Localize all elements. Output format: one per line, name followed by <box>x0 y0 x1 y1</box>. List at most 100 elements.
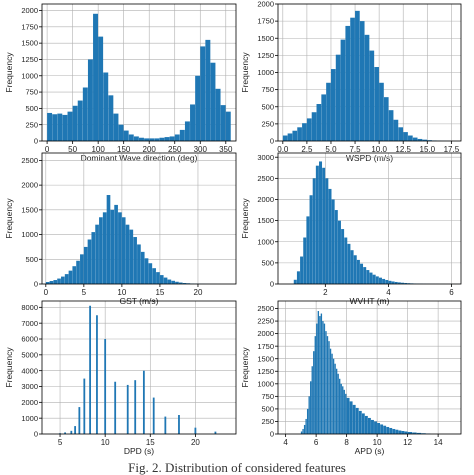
y-tick-label: 500 <box>261 102 274 111</box>
histogram-bar <box>386 426 390 434</box>
histogram-bar <box>358 410 362 434</box>
y-tick-label: 500 <box>25 255 38 264</box>
histogram-bar <box>164 137 170 141</box>
histogram-bar <box>152 397 155 434</box>
histogram-bar <box>364 34 370 141</box>
y-tick-label: 1750 <box>257 17 274 26</box>
histogram-bar <box>310 381 312 434</box>
histogram-bar <box>118 212 122 284</box>
x-tick-label: 4 <box>283 438 288 447</box>
histogram-bar <box>91 232 96 284</box>
histogram-bar <box>159 137 165 141</box>
histogram-bar <box>321 94 327 141</box>
histogram-bar <box>113 113 119 141</box>
histogram-bar <box>325 331 327 434</box>
bars <box>59 305 217 434</box>
y-tick-label: 1750 <box>257 342 274 351</box>
bars <box>47 13 231 141</box>
histogram-bar <box>103 72 109 141</box>
y-axis-label: Frequency <box>4 198 14 239</box>
x-axis-label: DPD (s) <box>124 446 154 456</box>
histogram-bar <box>62 114 68 141</box>
histogram-bar <box>210 62 216 141</box>
histogram-bar <box>340 39 346 141</box>
histogram-bar <box>303 237 307 284</box>
histogram-bar <box>306 216 310 284</box>
histogram-bar <box>164 416 167 434</box>
histogram-bar <box>305 418 307 434</box>
x-tick-label: 10 <box>117 288 126 297</box>
histogram-bar <box>61 276 65 284</box>
histogram-bar <box>76 260 80 284</box>
x-tick-label: 8 <box>344 438 349 447</box>
histogram-bar <box>72 105 78 141</box>
histogram-bar <box>337 373 339 434</box>
y-tick-label: 2000 <box>257 329 274 338</box>
histogram-bar <box>363 267 367 284</box>
histogram-bar <box>306 408 309 434</box>
histogram-bar <box>323 323 326 434</box>
histogram-bar <box>408 135 413 141</box>
histogram-bar <box>383 425 387 434</box>
histogram-bar <box>128 134 134 141</box>
y-tick-label: 3000 <box>21 382 38 391</box>
y-tick-label: 2500 <box>257 174 274 183</box>
histogram-bar <box>52 114 58 141</box>
y-tick-label: 2500 <box>257 304 274 313</box>
histogram-bar <box>328 188 332 284</box>
x-tick-label: 10 <box>101 438 110 447</box>
histogram-bar <box>296 271 300 284</box>
x-tick-label: 0 <box>44 288 49 297</box>
bars <box>45 195 221 284</box>
x-tick-label: 14 <box>434 438 443 447</box>
histogram-bar <box>344 237 348 284</box>
histogram-bar <box>302 123 307 141</box>
histogram-bar <box>300 431 303 434</box>
x-tick-label: 350 <box>219 145 233 154</box>
histogram-bar <box>389 427 393 434</box>
histogram-bar <box>292 130 298 141</box>
histogram-bar <box>320 313 323 434</box>
histogram-bar <box>311 112 317 141</box>
histogram-bar <box>57 113 63 141</box>
x-tick-label: 4 <box>386 288 391 297</box>
histogram-bar <box>287 133 293 141</box>
histogram-bar <box>171 280 175 284</box>
histogram-bar <box>374 421 377 434</box>
y-tick-label: 2000 <box>21 181 38 190</box>
histogram-bar <box>297 127 302 141</box>
x-tick-label: 5 <box>82 288 87 297</box>
histogram-bar <box>369 50 375 141</box>
histogram-bar <box>355 407 359 434</box>
x-tick-label: 17.5 <box>444 145 460 154</box>
histogram-bar <box>80 254 84 284</box>
histogram-bar <box>401 282 405 284</box>
histogram-bar <box>83 378 86 434</box>
histogram-panel-5: 5 10 15 20 0 1000 2000 3000 4000 5000 6000 7000 8000… <box>4 300 237 456</box>
histogram-bar <box>312 178 316 284</box>
grid <box>42 153 236 285</box>
x-tick-label: 20 <box>191 438 200 447</box>
histogram-bar <box>372 274 376 284</box>
y-tick-label: 0 <box>270 280 274 289</box>
y-tick-label: 2250 <box>257 317 274 326</box>
histogram-panel-2: 0.0 2.5 5.0 7.5 10.0 12.5 15.0 17.5 0 250 500 750 10… <box>240 0 462 163</box>
histogram-bar <box>404 282 408 284</box>
histogram-bar <box>325 178 329 284</box>
histogram-bar <box>214 431 217 434</box>
histogram-bar <box>184 121 190 141</box>
histogram-bar <box>152 268 156 284</box>
histogram-bar <box>395 429 399 434</box>
y-tick-label: 1750 <box>21 22 38 31</box>
y-axis-label: Frequency <box>240 52 250 93</box>
grid <box>42 301 236 435</box>
histogram-bar <box>110 209 115 284</box>
histogram-bar <box>342 386 344 434</box>
histogram-bar <box>380 424 384 434</box>
histogram-bar <box>377 422 381 434</box>
histogram-bar <box>129 229 134 284</box>
x-tick-label: 7.5 <box>349 145 361 154</box>
histogram-bar <box>104 339 107 434</box>
histogram-bar <box>174 134 180 141</box>
histogram-bar <box>200 46 206 141</box>
